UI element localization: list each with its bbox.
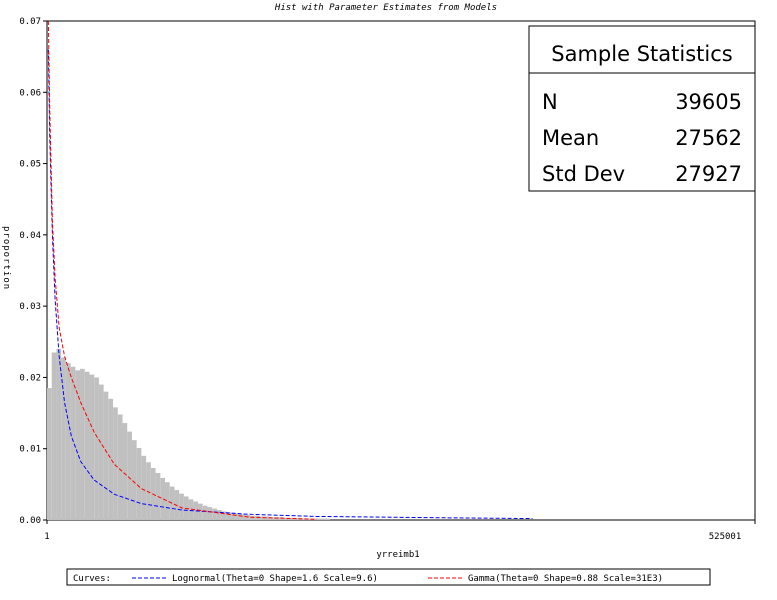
histogram-bar	[212, 508, 217, 520]
histogram-bar	[47, 388, 52, 520]
histogram-bar	[113, 407, 118, 520]
histogram-bar	[320, 518, 326, 520]
histogram-bar	[65, 363, 71, 520]
legend: Curves: Lognormal(Theta=0 Shape=1.6 Scal…	[66, 568, 711, 586]
histogram-bar	[207, 507, 213, 520]
histogram-bar	[193, 501, 199, 520]
stats-label-stddev: Std Dev	[542, 162, 625, 186]
histogram-bar	[51, 352, 57, 520]
x-tick-label: 525001	[709, 532, 742, 542]
histogram-bar	[122, 423, 128, 520]
histogram-bars	[47, 348, 331, 520]
series-line-lognormal	[47, 49, 533, 520]
histogram-bar	[56, 348, 62, 520]
histogram-bar	[325, 518, 331, 520]
histogram-bar	[117, 414, 123, 520]
histogram-bar	[94, 377, 99, 520]
y-tick-label: 0.07	[19, 17, 41, 27]
legend-title: Curves:	[73, 574, 111, 584]
histogram-bar	[98, 384, 104, 520]
x-tick-label: 1	[44, 532, 49, 542]
fitted-curves	[47, 20, 533, 520]
stats-value-mean: 27562	[675, 126, 742, 150]
histogram-bar	[80, 368, 85, 520]
histogram-bar	[216, 510, 222, 520]
series-line-gamma	[47, 20, 317, 520]
y-tick-label: 0.00	[19, 516, 41, 526]
y-tick-label: 0.03	[19, 302, 41, 312]
histogram-bar	[259, 516, 265, 520]
histogram-bar	[131, 440, 137, 520]
histogram-bar	[245, 515, 250, 520]
histogram-bar	[70, 366, 76, 520]
stats-value-stddev: 27927	[675, 162, 742, 186]
y-axis: 0.00 0.01 0.02 0.03 0.04 0.05 0.06 0.07	[19, 17, 47, 526]
histogram-bar	[61, 357, 66, 520]
histogram-bar	[202, 505, 208, 520]
histogram-bar	[188, 499, 194, 520]
histogram-bar	[146, 462, 151, 520]
histogram-bar	[84, 371, 90, 520]
histogram-bar	[160, 477, 165, 520]
plot-frame	[46, 20, 756, 521]
histogram-bar	[103, 391, 109, 520]
histogram-bar	[301, 518, 307, 520]
histogram-bar	[141, 455, 147, 520]
y-tick-label: 0.06	[19, 88, 41, 98]
histogram-bar	[273, 517, 279, 520]
stats-label-mean: Mean	[542, 126, 599, 150]
y-axis-label: proportion	[1, 226, 11, 290]
stats-label-n: N	[542, 90, 558, 114]
legend-label-gamma: Gamma(Theta=0 Shape=0.88 Scale=31E3)	[468, 574, 663, 584]
histogram-bar	[235, 513, 241, 520]
y-tick-label: 0.01	[19, 445, 41, 455]
histogram-bar	[179, 493, 184, 520]
x-axis-label: yrreimb1	[376, 550, 419, 560]
histogram-bar	[221, 511, 227, 520]
histogram-bar	[240, 514, 246, 520]
y-tick-label: 0.04	[19, 231, 41, 241]
y-tick-label: 0.05	[19, 160, 41, 170]
histogram-bar	[108, 398, 114, 520]
histogram-bar	[283, 517, 288, 520]
histogram-bar	[89, 374, 95, 520]
x-axis: 1 525001	[44, 520, 756, 542]
stats-title: Sample Statistics	[551, 42, 732, 66]
chart-title: Hist with Parameter Estimates from Model…	[274, 3, 497, 13]
sample-statistics-table: Sample Statistics N 39605 Mean 27562 Std…	[528, 25, 756, 192]
histogram-bar	[231, 512, 236, 520]
histogram-bar	[127, 431, 132, 520]
histogram-bar	[268, 517, 274, 520]
legend-label-lognormal: Lognormal(Theta=0 Shape=1.6 Scale=9.6)	[172, 574, 378, 584]
histogram-bar	[165, 482, 170, 520]
histogram-bar	[306, 518, 312, 520]
histogram-bar	[75, 370, 81, 520]
histogram-bar	[249, 515, 255, 520]
histogram-bar	[198, 503, 203, 520]
histogram-bar	[136, 448, 142, 520]
histogram-bar	[226, 512, 232, 520]
histogram-bar	[316, 518, 321, 520]
y-tick-label: 0.02	[19, 373, 41, 383]
histogram-bar	[264, 516, 269, 520]
stats-value-n: 39605	[675, 90, 742, 114]
